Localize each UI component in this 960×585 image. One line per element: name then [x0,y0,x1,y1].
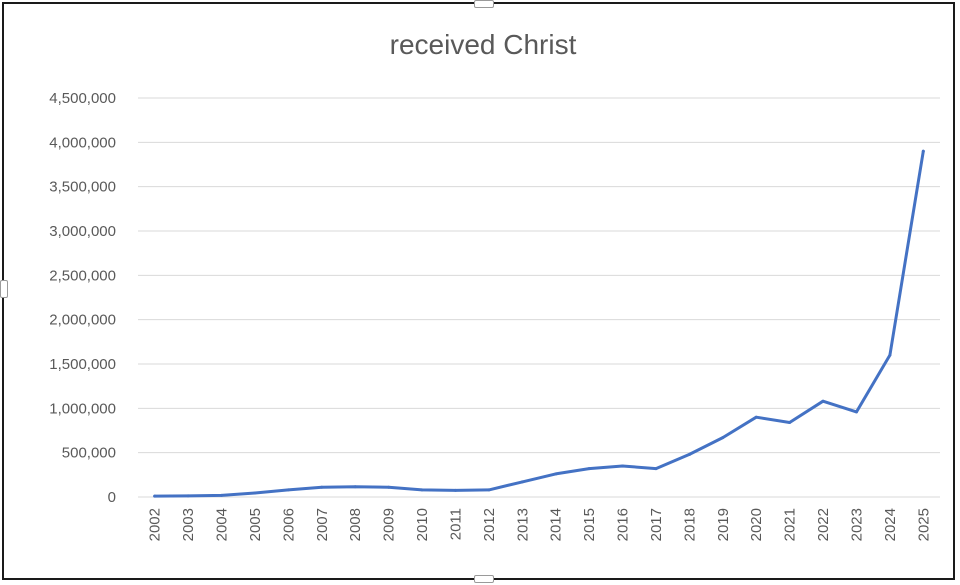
resize-handle-top[interactable] [474,0,494,8]
x-tick-label: 2020 [748,508,765,541]
resize-handle-left[interactable] [0,280,8,298]
x-tick-label: 2017 [648,508,665,541]
y-tick-label: 3,500,000 [49,179,116,196]
data-point [888,353,892,357]
y-tick-label: 1,500,000 [49,356,116,373]
x-tick-label: 2019 [715,508,732,541]
x-tick-label: 2006 [280,508,297,541]
y-tick-label: 0 [108,489,116,506]
data-point [387,485,391,489]
x-tick-label: 2003 [180,508,197,541]
data-point [788,421,792,425]
x-tick-label: 2021 [782,508,799,541]
y-tick-label: 4,500,000 [49,90,116,107]
x-tick-label: 2009 [381,508,398,541]
x-tick-label: 2002 [147,508,164,541]
x-tick-label: 2004 [214,508,231,541]
data-point [286,488,290,492]
x-tick-label: 2010 [414,508,431,541]
x-tick-label: 2014 [548,508,565,541]
data-point [821,399,825,403]
data-point [621,464,625,468]
data-point [854,410,858,414]
x-tick-label: 2013 [514,508,531,541]
x-tick-label: 2024 [882,508,899,541]
series-line-0 [153,149,925,498]
data-point [754,415,758,419]
data-point [687,452,691,456]
data-point [320,485,324,489]
y-axis-ticks: 0 500,000 1,000,000 1,500,000 2,000,000 2,500… [49,90,116,506]
data-point [721,436,725,440]
data-point [420,488,424,492]
data-point [487,488,491,492]
y-tick-label: 500,000 [62,445,116,462]
data-point [186,494,190,498]
x-tick-label: 2016 [615,508,632,541]
y-tick-label: 1,000,000 [49,400,116,417]
data-point [654,467,658,471]
x-tick-label: 2018 [681,508,698,541]
x-tick-label: 2011 [447,508,464,540]
x-tick-label: 2022 [815,508,832,541]
data-point [921,149,925,153]
series-layer [153,149,925,498]
chart-title: received Christ [390,29,577,60]
x-tick-label: 2023 [848,508,865,541]
data-point [587,467,591,471]
data-point [253,491,257,495]
data-point [554,472,558,476]
data-point [520,480,524,484]
gridlines [138,97,940,498]
x-tick-label: 2008 [347,508,364,541]
data-point [353,485,357,489]
x-tick-label: 2005 [247,508,264,541]
data-point [453,488,457,492]
data-point [153,494,157,498]
y-tick-label: 4,000,000 [49,134,116,151]
data-point [220,493,224,497]
x-tick-label: 2012 [481,508,498,541]
x-tick-label: 2025 [915,508,932,541]
resize-handle-bottom[interactable] [474,575,494,583]
x-axis-ticks: 2002 2003 2004 2005 2006 2007 2008 2009 2010 2011… [147,508,933,541]
x-tick-label: 2015 [581,508,598,541]
x-tick-label: 2007 [314,508,331,541]
y-tick-label: 3,000,000 [49,223,116,240]
y-tick-label: 2,500,000 [49,267,116,284]
y-tick-label: 2,000,000 [49,312,116,329]
